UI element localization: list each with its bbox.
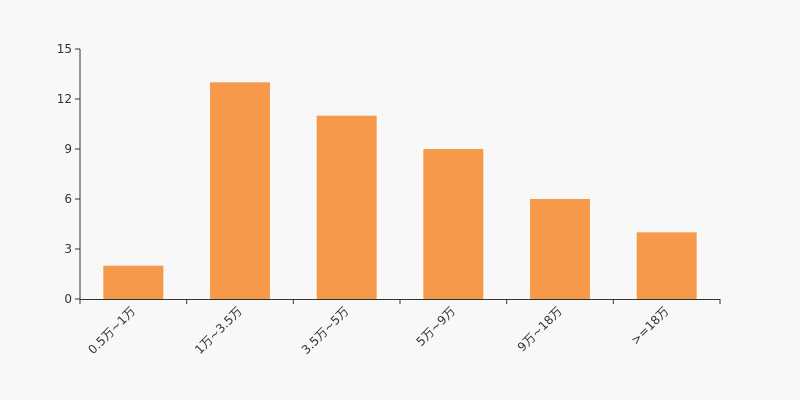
y-tick-label: 12 (57, 92, 72, 106)
y-tick-label: 15 (57, 42, 72, 56)
bar (423, 149, 484, 299)
y-tick-label: 6 (64, 192, 72, 206)
x-tick-label: 5万~9万 (414, 304, 459, 349)
y-tick-label: 9 (64, 142, 72, 156)
bar (530, 199, 590, 299)
bar (210, 82, 270, 299)
bar (103, 265, 164, 299)
y-tick-label: 0 (64, 292, 72, 306)
x-tick-label: 1万~3.5万 (192, 304, 245, 357)
x-tick-label: >=18万 (628, 304, 671, 347)
x-tick-label: 3.5万~5万 (299, 304, 352, 357)
y-tick-label: 3 (64, 242, 72, 256)
x-tick-label: 0.5万~1万 (85, 304, 138, 357)
bar (316, 115, 377, 300)
bar (636, 232, 697, 299)
x-tick-label: 9万~18万 (515, 304, 565, 354)
